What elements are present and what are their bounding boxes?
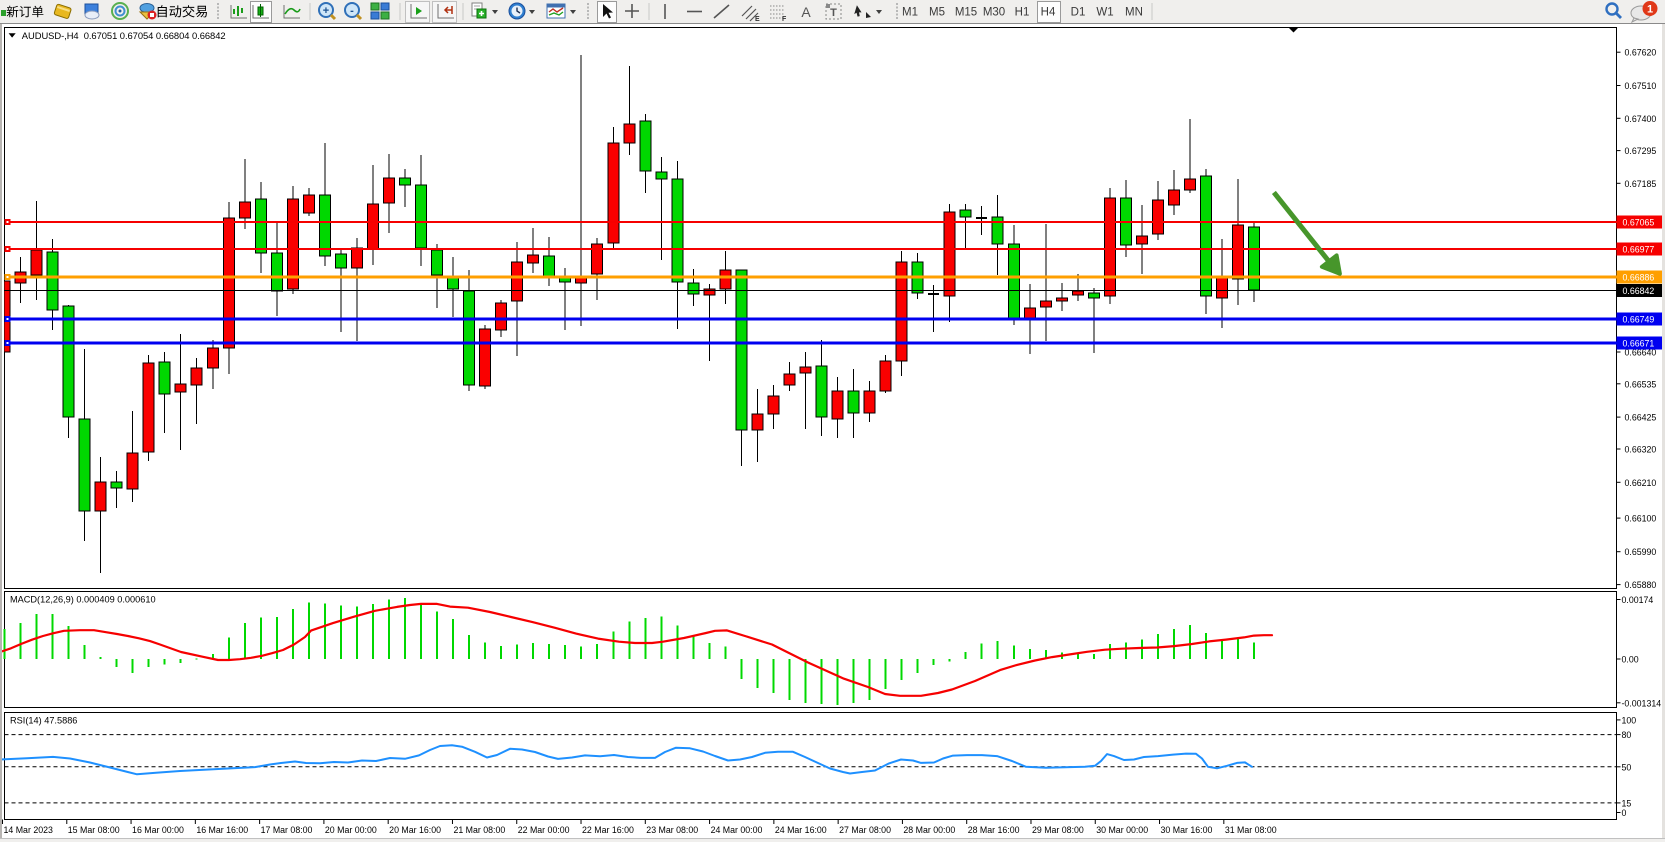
svg-text:MN: MN <box>1125 7 1143 19</box>
svg-text:M15: M15 <box>955 7 977 19</box>
svg-text:0.66210: 0.66210 <box>1625 478 1657 488</box>
svg-text:0.66320: 0.66320 <box>1625 445 1657 455</box>
svg-text:20 Mar 00:00: 20 Mar 00:00 <box>325 825 377 835</box>
svg-text:0.67620: 0.67620 <box>1625 48 1657 58</box>
svg-text:100: 100 <box>1622 715 1637 725</box>
svg-text:28 Mar 00:00: 28 Mar 00:00 <box>903 825 955 835</box>
svg-text:0.66640: 0.66640 <box>1625 348 1657 358</box>
svg-text:-: - <box>350 5 354 17</box>
svg-text:1: 1 <box>1647 4 1653 16</box>
svg-text:0.66671: 0.66671 <box>1623 339 1655 349</box>
svg-text:15: 15 <box>1622 798 1632 808</box>
svg-text:22 Mar 16:00: 22 Mar 16:00 <box>582 825 634 835</box>
svg-text:17 Mar 08:00: 17 Mar 08:00 <box>261 825 313 835</box>
svg-text:0.66886: 0.66886 <box>1623 273 1655 283</box>
svg-text:0.66977: 0.66977 <box>1623 245 1655 255</box>
svg-text:0.67065: 0.67065 <box>1623 218 1655 228</box>
svg-text:0.67295: 0.67295 <box>1625 146 1657 156</box>
svg-text:24 Mar 16:00: 24 Mar 16:00 <box>775 825 827 835</box>
svg-text:0.66535: 0.66535 <box>1625 379 1657 389</box>
svg-text:-0.001314: -0.001314 <box>1622 698 1662 708</box>
svg-text:27 Mar 08:00: 27 Mar 08:00 <box>839 825 891 835</box>
svg-text:22 Mar 00:00: 22 Mar 00:00 <box>518 825 570 835</box>
svg-text:21 Mar 08:00: 21 Mar 08:00 <box>453 825 505 835</box>
svg-text:H1: H1 <box>1015 7 1030 19</box>
svg-text:28 Mar 16:00: 28 Mar 16:00 <box>968 825 1020 835</box>
svg-text:F: F <box>782 16 787 23</box>
svg-text:14 Mar 2023: 14 Mar 2023 <box>4 825 53 835</box>
svg-text:T: T <box>830 7 837 19</box>
svg-text:D1: D1 <box>1071 7 1086 19</box>
svg-text:31 Mar 08:00: 31 Mar 08:00 <box>1225 825 1277 835</box>
svg-text:+: + <box>323 5 329 17</box>
svg-text:H4: H4 <box>1041 7 1056 19</box>
svg-text:0.00: 0.00 <box>1622 655 1639 665</box>
svg-text:A: A <box>801 4 811 20</box>
svg-text:AUDUSD-,H4 0.67051 0.67054 0.: AUDUSD-,H4 0.67051 0.67054 0.66804 0.668… <box>22 30 226 41</box>
svg-text:20 Mar 16:00: 20 Mar 16:00 <box>389 825 441 835</box>
svg-text:0.67185: 0.67185 <box>1625 179 1657 189</box>
svg-text:M5: M5 <box>929 7 945 19</box>
svg-text:23 Mar 08:00: 23 Mar 08:00 <box>646 825 698 835</box>
svg-text:30 Mar 00:00: 30 Mar 00:00 <box>1096 825 1148 835</box>
svg-text:16 Mar 16:00: 16 Mar 16:00 <box>196 825 248 835</box>
svg-text:RSI(14) 47.5886: RSI(14) 47.5886 <box>10 716 77 726</box>
svg-text:M30: M30 <box>983 7 1005 19</box>
svg-text:0.66425: 0.66425 <box>1625 413 1657 423</box>
svg-text:0: 0 <box>1622 808 1627 818</box>
svg-text:50: 50 <box>1622 762 1632 772</box>
svg-text:29 Mar 08:00: 29 Mar 08:00 <box>1032 825 1084 835</box>
svg-text:M1: M1 <box>902 7 918 19</box>
svg-text:0.66749: 0.66749 <box>1623 315 1655 325</box>
svg-text:24 Mar 00:00: 24 Mar 00:00 <box>711 825 763 835</box>
svg-text:30 Mar 16:00: 30 Mar 16:00 <box>1161 825 1213 835</box>
svg-text:E: E <box>755 16 760 23</box>
svg-text:15 Mar 08:00: 15 Mar 08:00 <box>68 825 120 835</box>
svg-text:0.00174: 0.00174 <box>1622 595 1654 605</box>
svg-text:0.66100: 0.66100 <box>1625 514 1657 524</box>
svg-text:MACD(12,26,9) 0.000409 0.00061: MACD(12,26,9) 0.000409 0.000610 <box>10 595 156 605</box>
svg-text:0.65880: 0.65880 <box>1625 580 1657 590</box>
svg-text:0.67510: 0.67510 <box>1625 81 1657 91</box>
svg-text:0.67400: 0.67400 <box>1625 114 1657 124</box>
svg-text:W1: W1 <box>1096 7 1113 19</box>
svg-text:16 Mar 00:00: 16 Mar 00:00 <box>132 825 184 835</box>
svg-text:0.66842: 0.66842 <box>1623 286 1655 296</box>
svg-text:80: 80 <box>1622 730 1632 740</box>
svg-text:0.65990: 0.65990 <box>1625 547 1657 557</box>
